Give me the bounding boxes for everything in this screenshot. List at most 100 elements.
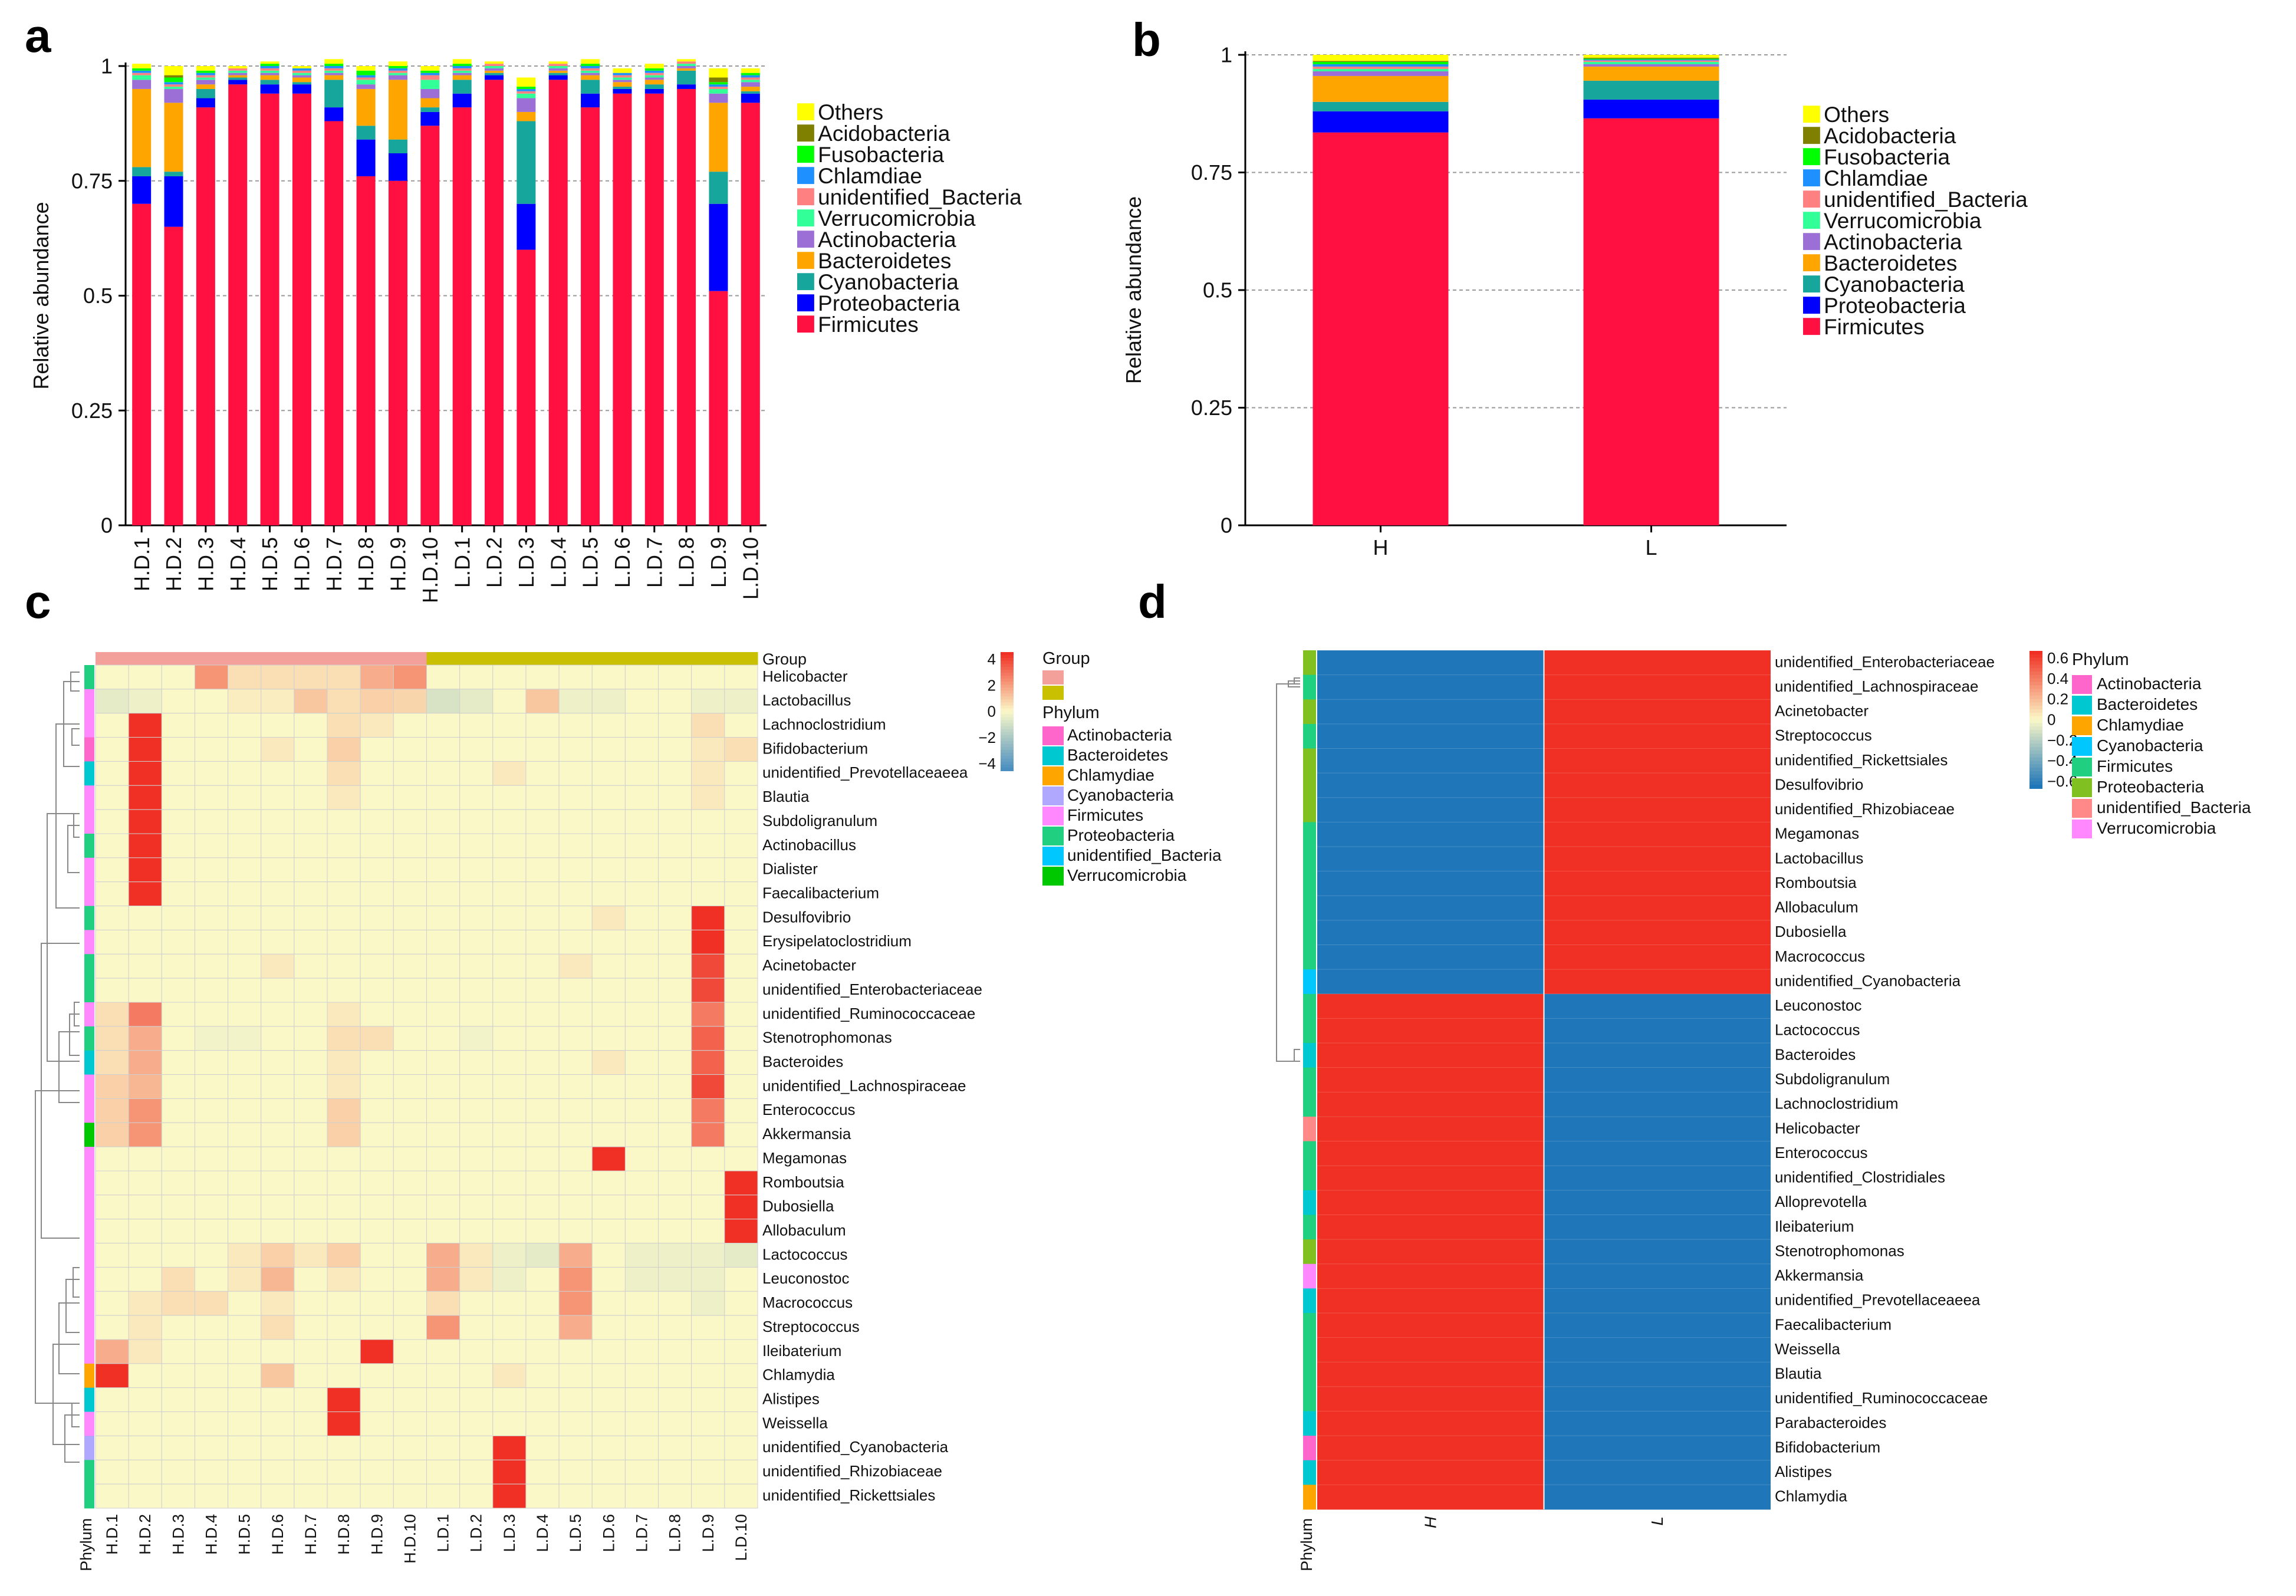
heat-cell-desulfovibrio-h-d-2 bbox=[128, 906, 162, 930]
heat-cell-akkermansia-h-d-4 bbox=[194, 1122, 229, 1147]
heat-cell-helicobacter-l-d-3 bbox=[492, 664, 527, 690]
bar-segment-h-d-8-firmicutes bbox=[356, 176, 376, 526]
heat-cell-bacteroides-h-d-8 bbox=[327, 1050, 361, 1075]
bar-segment-h-d-5-actinobacteria bbox=[260, 73, 279, 75]
heat-cell-helicobacter-h-d-5 bbox=[228, 664, 262, 690]
heat-cell-unidentified-rickettsiales-l-d-8 bbox=[658, 1483, 692, 1509]
legend-label-cyanobacteria: Cyanobacteria bbox=[818, 270, 959, 294]
heat-cell-helicobacter-l-d-4 bbox=[525, 664, 560, 690]
heat-cell-ileibaterium-l-d-7 bbox=[624, 1339, 659, 1364]
row-label-weissella: Weissella bbox=[762, 1414, 828, 1432]
y-tick-label-1: 1 bbox=[1221, 43, 1232, 67]
bar-segment-l-cyanobacteria bbox=[1583, 80, 1719, 100]
heat-cell-bifidobacterium-l-d-7 bbox=[624, 737, 659, 762]
heat-cell-allobaculum-l-d-10 bbox=[724, 1219, 758, 1244]
heat-cell-streptococcus-l-d-8 bbox=[658, 1315, 692, 1340]
heat-cell-dubosiella-l-d-8 bbox=[658, 1194, 692, 1220]
heat-cell-unidentified-enterobacteriaceae-h-d-9 bbox=[360, 978, 394, 1003]
heat-cell-unidentified-ruminococcaceae-h-d-5 bbox=[228, 1002, 262, 1027]
col-label-l-d-8: L.D.8 bbox=[666, 1514, 684, 1552]
col-label-l-d-9: L.D.9 bbox=[699, 1514, 717, 1552]
bar-segment-h-d-1-proteobacteria bbox=[132, 176, 152, 204]
heat-cell-desulfovibrio-l-d-7 bbox=[624, 906, 659, 930]
dendrogram-branch bbox=[35, 1090, 80, 1404]
heat-cell-streptococcus-l-d-6 bbox=[591, 1315, 626, 1340]
heat-cell-unidentified-enterobacteriaceae-h-d-8 bbox=[327, 978, 361, 1003]
heat-cell-blautia-h-d-9 bbox=[360, 785, 394, 810]
heat-cell-subdoligranulum-h-d-2 bbox=[128, 809, 162, 834]
heat-cell-faecalibacterium-l-d-2 bbox=[459, 881, 494, 907]
heat-cell-faecalibacterium-l-d-9 bbox=[691, 881, 725, 907]
heat-cell-weissella-l-d-3 bbox=[492, 1411, 527, 1436]
legend-swatch-verrucomicrobia bbox=[1803, 212, 1820, 229]
col-label-h-d-2: H.D.2 bbox=[136, 1514, 154, 1555]
heat-cell-weissella-h-d-4 bbox=[194, 1411, 229, 1436]
legend-phylum-title: Phylum bbox=[1042, 703, 1100, 722]
heat-cell-unidentified-rickettsiales-h-d-2 bbox=[128, 1483, 162, 1509]
heat-cell-unidentified-ruminococcaceae-h-d-3 bbox=[161, 1002, 195, 1027]
heat-cell-unidentified-rickettsiales-h-d-7 bbox=[294, 1483, 328, 1509]
legend-label-chlamdiae: Chlamdiae bbox=[818, 164, 922, 188]
heat-cell-dubosiella-l-d-3 bbox=[492, 1194, 527, 1220]
heat-cell-megamonas-h bbox=[1317, 822, 1544, 847]
bar-segment-l-d-7-others bbox=[644, 64, 664, 68]
heat-cell-unidentified-prevotellaceaeea-h-d-10 bbox=[393, 761, 427, 786]
heat-cell-megamonas-h-d-6 bbox=[261, 1146, 295, 1172]
heat-cell-unidentified-rickettsiales-l-d-2 bbox=[459, 1483, 494, 1509]
heat-cell-streptococcus-h-d-3 bbox=[161, 1315, 195, 1340]
heat-cell-stenotrophomonas-l-d-4 bbox=[525, 1026, 560, 1051]
heat-cell-unidentified-enterobacteriaceae-h-d-6 bbox=[261, 978, 295, 1003]
bar-segment-l-d-6-chlamdiae bbox=[613, 73, 632, 75]
heat-cell-helicobacter-h-d-9 bbox=[360, 664, 394, 690]
heat-cell-ileibaterium-h-d-1 bbox=[95, 1339, 129, 1364]
row-label-blautia: Blautia bbox=[1775, 1365, 1822, 1383]
bar-segment-l-d-1-chlamdiae bbox=[452, 66, 472, 68]
heat-cell-erysipelatoclostridium-h-d-6 bbox=[261, 929, 295, 955]
heat-cell-faecalibacterium-l bbox=[1544, 1312, 1771, 1338]
phylum-annot-actinobacillus bbox=[84, 834, 94, 858]
bar-segment-l-d-10-proteobacteria bbox=[741, 93, 760, 103]
bar-segment-h-others bbox=[1313, 55, 1449, 61]
heat-cell-actinobacillus-h-d-6 bbox=[261, 833, 295, 858]
heat-cell-unidentified-rickettsiales-l-d-7 bbox=[624, 1483, 659, 1509]
scale-step bbox=[2029, 657, 2042, 662]
bar-segment-h-d-10-unidentified-bacteria bbox=[420, 75, 440, 80]
heat-cell-lachnoclostridium-l bbox=[1544, 1092, 1771, 1117]
bar-segment-h-chlamdiae bbox=[1313, 64, 1449, 67]
row-label-dialister: Dialister bbox=[762, 860, 818, 878]
heat-cell-ileibaterium-l-d-3 bbox=[492, 1339, 527, 1364]
heat-cell-romboutsia-h-d-3 bbox=[161, 1170, 195, 1196]
heat-cell-weissella-h-d-3 bbox=[161, 1411, 195, 1436]
x-tick-label-h-d-6: H.D.6 bbox=[290, 537, 314, 591]
heat-cell-streptococcus-h-d-5 bbox=[228, 1315, 262, 1340]
bar-segment-h-d-5-proteobacteria bbox=[260, 84, 279, 94]
phylum-annot-macrococcus bbox=[1303, 945, 1316, 970]
heat-cell-unidentified-enterobacteriaceae-l-d-6 bbox=[591, 978, 626, 1003]
row-label-alistipes: Alistipes bbox=[1775, 1463, 1832, 1480]
heat-cell-megamonas-l-d-6 bbox=[591, 1146, 626, 1172]
heat-cell-lachnoclostridium-h-d-2 bbox=[128, 713, 162, 738]
heat-cell-helicobacter-l-d-6 bbox=[591, 664, 626, 690]
heat-cell-enterococcus-h-d-4 bbox=[194, 1098, 229, 1123]
heat-cell-alistipes-h-d-2 bbox=[128, 1387, 162, 1413]
heat-cell-lachnoclostridium-l-d-8 bbox=[658, 713, 692, 738]
heat-cell-desulfovibrio-l-d-2 bbox=[459, 906, 494, 930]
heat-cell-akkermansia-l-d-8 bbox=[658, 1122, 692, 1147]
legend-group-swatch-l bbox=[1042, 686, 1064, 700]
legend-swatch-unidentified-bacteria bbox=[797, 188, 814, 206]
heat-cell-acinetobacter-l-d-6 bbox=[591, 953, 626, 979]
y-tick-label-0-25: 0.25 bbox=[71, 399, 113, 423]
heat-cell-lactobacillus-l-d-5 bbox=[558, 689, 593, 714]
row-label-lactobacillus: Lactobacillus bbox=[1775, 849, 1863, 867]
phylum-annot-bifidobacterium bbox=[1303, 1436, 1316, 1461]
y-axis-label: Relative abundance bbox=[29, 202, 53, 389]
heat-cell-lactobacillus-h-d-8 bbox=[327, 689, 361, 714]
heat-cell-leuconostoc-l-d-6 bbox=[591, 1266, 626, 1292]
heat-cell-blautia-l bbox=[1544, 1362, 1771, 1387]
col-label-l-d-3: L.D.3 bbox=[501, 1514, 518, 1552]
heat-cell-ileibaterium-l-d-1 bbox=[426, 1339, 460, 1364]
phylum-annot-allobaculum bbox=[84, 1219, 94, 1244]
heat-cell-stenotrophomonas-h-d-4 bbox=[194, 1026, 229, 1051]
heat-cell-actinobacillus-l-d-8 bbox=[658, 833, 692, 858]
heat-cell-leuconostoc-l-d-3 bbox=[492, 1266, 527, 1292]
